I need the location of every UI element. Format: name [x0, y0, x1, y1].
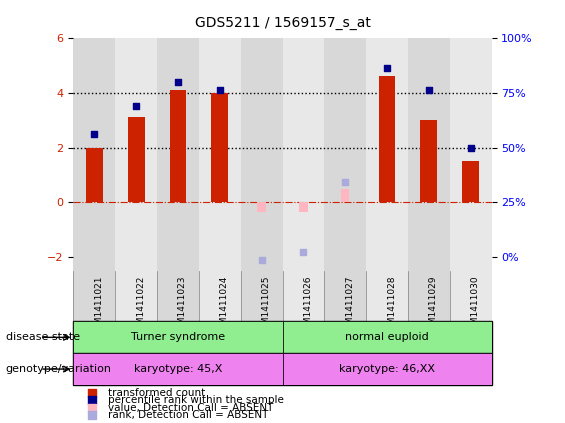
- Bar: [258, 202, 266, 212]
- Bar: [282, 353, 492, 385]
- Bar: [299, 202, 307, 212]
- Text: GDS5211 / 1569157_s_at: GDS5211 / 1569157_s_at: [194, 16, 371, 30]
- Bar: [73, 38, 115, 271]
- Bar: [408, 271, 450, 321]
- Bar: [282, 321, 492, 353]
- Bar: [341, 189, 349, 202]
- Bar: [450, 38, 492, 271]
- Point: [299, 248, 308, 255]
- Point: [132, 103, 141, 110]
- Text: GSM1411027: GSM1411027: [345, 276, 354, 336]
- Point: [341, 179, 350, 185]
- Text: rank, Detection Call = ABSENT: rank, Detection Call = ABSENT: [108, 410, 269, 420]
- Point: [257, 256, 266, 263]
- Bar: [324, 271, 366, 321]
- Bar: [241, 271, 282, 321]
- Bar: [241, 38, 282, 271]
- Point: [90, 130, 99, 137]
- Bar: [282, 271, 324, 321]
- Text: GSM1411023: GSM1411023: [178, 276, 187, 336]
- Bar: [73, 353, 282, 385]
- Bar: [157, 38, 199, 271]
- Bar: [73, 271, 115, 321]
- Point: [87, 397, 96, 404]
- Point: [87, 390, 96, 396]
- Text: karyotype: 46,XX: karyotype: 46,XX: [339, 364, 435, 374]
- Bar: [115, 271, 157, 321]
- Point: [173, 79, 182, 85]
- Bar: [462, 161, 479, 202]
- Text: GSM1411028: GSM1411028: [387, 276, 396, 336]
- Text: GSM1411030: GSM1411030: [471, 276, 480, 336]
- Bar: [73, 321, 282, 353]
- Text: value, Detection Call = ABSENT: value, Detection Call = ABSENT: [108, 403, 274, 413]
- Bar: [450, 271, 492, 321]
- Bar: [379, 77, 395, 202]
- Bar: [282, 38, 324, 271]
- Text: GSM1411025: GSM1411025: [262, 276, 271, 336]
- Bar: [115, 38, 157, 271]
- Bar: [199, 271, 241, 321]
- Point: [466, 144, 475, 151]
- Bar: [420, 120, 437, 202]
- Bar: [199, 38, 241, 271]
- Text: karyotype: 45,X: karyotype: 45,X: [134, 364, 222, 374]
- Bar: [366, 271, 408, 321]
- Text: GSM1411021: GSM1411021: [94, 276, 103, 336]
- Bar: [157, 271, 199, 321]
- Text: transformed count: transformed count: [108, 388, 206, 398]
- Bar: [128, 118, 145, 202]
- Bar: [366, 38, 408, 271]
- Point: [215, 87, 224, 93]
- Text: genotype/variation: genotype/variation: [6, 364, 112, 374]
- Point: [87, 412, 96, 418]
- Bar: [324, 38, 366, 271]
- Point: [87, 404, 96, 411]
- Point: [383, 65, 392, 71]
- Text: GSM1411022: GSM1411022: [136, 276, 145, 336]
- Text: Turner syndrome: Turner syndrome: [131, 332, 225, 342]
- Bar: [211, 93, 228, 202]
- Text: GSM1411026: GSM1411026: [303, 276, 312, 336]
- Text: GSM1411024: GSM1411024: [220, 276, 229, 336]
- Bar: [170, 90, 186, 202]
- Text: GSM1411029: GSM1411029: [429, 276, 438, 336]
- Bar: [408, 38, 450, 271]
- Text: normal euploid: normal euploid: [345, 332, 429, 342]
- Bar: [86, 148, 103, 202]
- Point: [424, 87, 433, 93]
- Text: disease state: disease state: [6, 332, 80, 342]
- Text: percentile rank within the sample: percentile rank within the sample: [108, 395, 284, 405]
